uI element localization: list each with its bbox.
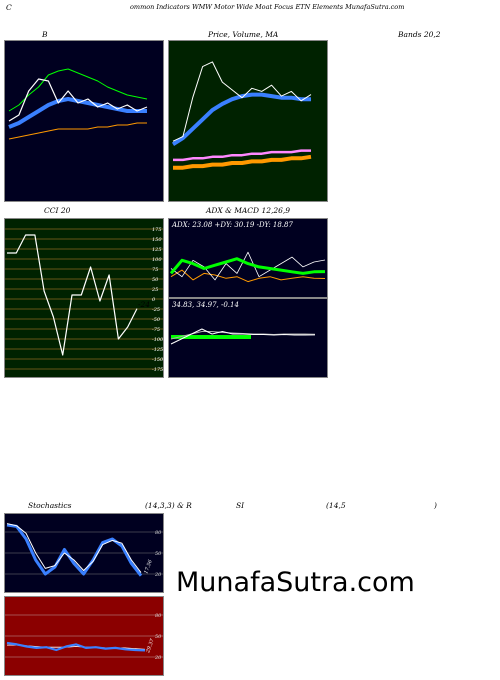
stoch-value-label: 17.56: [143, 558, 154, 574]
rsi-panel: 80 50 20 29.37: [4, 596, 164, 676]
stoch-tick-label: 20: [154, 572, 162, 578]
cci-tick-label: -175: [152, 367, 163, 373]
cci-tick-label: 75: [152, 267, 158, 273]
price-panel: [168, 40, 328, 202]
rsi-tick-label: 80: [155, 613, 162, 619]
bollinger-title: B: [42, 30, 48, 39]
cci-title: CCI 20: [44, 206, 71, 215]
header-c: C: [6, 3, 12, 12]
adx-chart: [169, 251, 326, 283]
bollinger-price-line: [8, 78, 148, 122]
cci-tick-label: 0: [152, 297, 156, 303]
brand-watermark: MunafaSutra.com: [176, 567, 415, 598]
cci-tick-label: -25: [152, 307, 160, 313]
bollinger-lower-band: [8, 122, 147, 140]
macd-panel: 34.83, 34.97, -0.14: [168, 298, 328, 378]
bands-title: Bands 20,2: [398, 30, 441, 39]
cci-tick-label: 25: [151, 287, 158, 293]
rsi-tick-label: 50: [155, 634, 162, 640]
stoch-k-line: [6, 523, 143, 577]
price-ma-medium: [173, 149, 311, 162]
price-ma-long: [173, 154, 312, 170]
cci-tick-label: -75: [152, 327, 160, 333]
rsi-value-label: 29.37: [145, 637, 156, 654]
adx-line: [169, 257, 326, 275]
stoch-tick-label: 80: [155, 530, 162, 536]
price-chart: [171, 61, 312, 170]
cci-panel: 175 150 125 100 75 50 25 0 -25 -50 -75 -100 -125 -150…: [4, 218, 164, 378]
stoch-tick-label: 50: [155, 551, 162, 557]
price-line: [172, 61, 312, 142]
cci-value: -24: [138, 300, 151, 309]
price-ma-short: [171, 92, 311, 146]
rsi-line: [6, 641, 146, 652]
stoch-title: Stochastics: [28, 501, 72, 510]
adx-readout: ADX: 23.08 +DY: 30.19 -DY: 18.87: [172, 221, 293, 229]
price-title: Price, Volume, MA: [208, 30, 279, 39]
cci-line: [7, 234, 138, 356]
cci-tick-label: -150: [152, 357, 163, 363]
bollinger-panel: [4, 40, 164, 202]
adx-title: ADX & MACD 12,26,9: [206, 206, 291, 215]
cci-tick-label: 50: [152, 277, 159, 283]
rsi-params: (14,5: [326, 501, 346, 510]
rsi-tick-label: 20: [154, 655, 162, 661]
macd-line: [170, 328, 316, 345]
adx-panel: ADX: 23.08 +DY: 30.19 -DY: 18.87: [168, 218, 328, 298]
rsi-params-close: ): [434, 501, 437, 510]
cci-tick-label: 125: [152, 247, 162, 253]
stoch-panel: 80 50 20 17.56: [4, 513, 164, 593]
rsi-title: SI: [236, 501, 245, 510]
cci-tick-label: 150: [152, 237, 162, 243]
cci-tick-label: 100: [152, 257, 162, 263]
bollinger-chart: [8, 68, 148, 140]
adx-plus-di-line: [170, 251, 326, 281]
macd-readout: 34.83, 34.97, -0.14: [172, 301, 239, 309]
bollinger-middle-band: [8, 97, 147, 129]
header-title: ommon Indicators WMW Motor Wide Moat Foc…: [130, 3, 405, 11]
cci-tick-label: -50: [152, 317, 161, 323]
macd-histogram: [171, 335, 251, 339]
adx-minus-di-line: [170, 269, 326, 283]
cci-tick-label: -100: [152, 337, 163, 343]
cci-tick-label: 175: [152, 227, 162, 233]
bollinger-upper-band: [8, 68, 148, 112]
stoch-d-line: [6, 523, 142, 573]
stoch-params: (14,3,3) & R: [145, 501, 192, 510]
cci-tick-label: -125: [152, 347, 163, 353]
macd-chart: [170, 328, 316, 345]
cci-chart: 175 150 125 100 75 50 25 0 -25 -50 -75 -100 -125 -150…: [5, 227, 163, 373]
